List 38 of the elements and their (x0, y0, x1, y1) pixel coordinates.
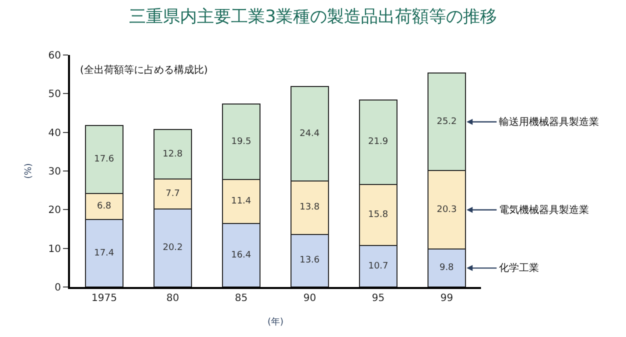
y-tick-label: 30 (48, 166, 61, 178)
y-tick-label: 60 (48, 50, 61, 62)
chart-title: 三重県内主要工業3業種の製造品出荷額等の推移 (129, 7, 497, 28)
x-tick-label: 90 (303, 293, 316, 304)
x-tick-label: 95 (372, 293, 385, 304)
x-tick-label: 80 (166, 293, 180, 304)
data-label: 9.8 (439, 263, 454, 274)
y-tick-label: 0 (54, 282, 61, 294)
x-axis-title: (年) (267, 316, 284, 328)
text: 輸送用機械器具製造業 (499, 116, 599, 128)
data-label: 21.9 (368, 137, 388, 148)
y-tick-label: 40 (48, 128, 61, 139)
x-tick-label: 99 (440, 293, 454, 304)
text: 電気機械器具製造業 (499, 204, 589, 216)
data-label: 25.2 (436, 116, 457, 127)
data-label: 13.8 (300, 202, 320, 213)
data-label: 20.2 (162, 242, 183, 253)
data-label: 17.6 (94, 154, 114, 164)
data-label: 7.7 (166, 189, 180, 200)
data-label: 19.5 (231, 136, 252, 147)
data-label: 13.6 (300, 256, 320, 266)
data-label: 20.3 (436, 204, 457, 215)
data-label: 17.4 (94, 248, 114, 258)
data-label: 10.7 (368, 261, 388, 272)
data-label: 15.8 (368, 210, 388, 220)
x-tick-label: 1975 (92, 293, 117, 304)
y-tick-label: 20 (48, 205, 61, 216)
data-label: 6.8 (96, 202, 112, 212)
x-tick-label: 85 (234, 293, 248, 304)
y-tick-label: 10 (48, 244, 61, 255)
text: 化学工業 (499, 262, 539, 274)
y-tick-label: 50 (48, 89, 61, 100)
data-label: 16.4 (231, 250, 252, 260)
annotation: (全出荷額等に占める構成比) (80, 64, 208, 76)
data-label: 12.8 (162, 149, 183, 160)
y-axis-title: (%) (24, 163, 34, 179)
data-label: 11.4 (231, 196, 252, 207)
data-label: 24.4 (300, 128, 320, 139)
